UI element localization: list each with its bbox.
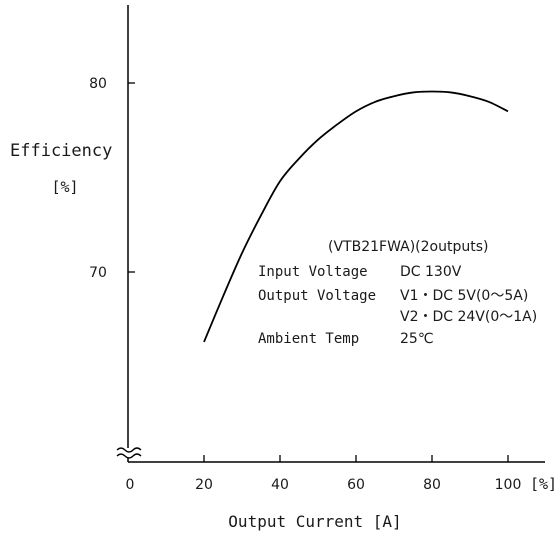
y-tick-label: 70 [89,265,107,281]
x-unit-label: [%] [530,475,557,493]
annotation-value-output-v1: V1・DC 5V(0～5A) [400,288,528,304]
x-axis-label: Output Current [A] [228,512,401,531]
annotation-label-input-voltage: Input Voltage [258,264,368,280]
x-tick-label: 40 [271,477,289,493]
axes [116,5,545,463]
annotation-title: (VTB21FWA)(2outputs) [328,239,488,255]
axis-break-marker [116,447,142,459]
annotation-value-input-voltage: DC 130V [400,264,462,280]
y-ticks: 70 80 [89,76,135,281]
x-ticks: 0 20 40 60 80 100 [126,455,522,493]
x-tick-label: 60 [347,477,365,493]
x-tick-label: 80 [423,477,441,493]
x-tick-label: 0 [126,477,135,493]
y-tick-label: 80 [89,76,107,92]
x-tick-label: 20 [195,477,213,493]
annotation-label-output-voltage: Output Voltage [258,288,376,304]
annotation-value-ambient-temp: 25℃ [400,331,434,347]
annotation-label-ambient-temp: Ambient Temp [258,331,359,347]
y-axis-label-line2: [%] [51,178,78,196]
x-tick-label: 100 [495,477,522,493]
conditions-annotation: (VTB21FWA)(2outputs) Input Voltage DC 13… [258,239,537,347]
efficiency-curve [203,90,509,343]
annotation-value-output-v2: V2・DC 24V(0～1A) [400,309,537,325]
y-axis-label-line1: Efficiency [10,141,112,161]
